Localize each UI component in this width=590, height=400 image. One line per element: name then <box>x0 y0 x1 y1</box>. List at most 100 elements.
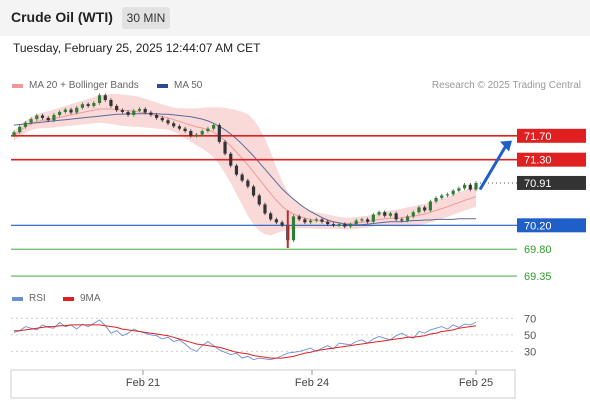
candle-body-6 <box>46 117 50 121</box>
instrument-title: Crude Oil (WTI) <box>11 9 113 25</box>
level-box-2 <box>517 175 586 190</box>
candle-body-16 <box>103 95 107 100</box>
header-bar: Crude Oil (WTI) 30 MIN <box>0 0 590 36</box>
candle-body-58 <box>343 224 347 227</box>
research-credit: Research © 2025 Trading Central <box>431 80 581 91</box>
candle-body-65 <box>383 212 387 216</box>
candle-body-35 <box>212 125 216 129</box>
candle-body-33 <box>200 131 204 135</box>
candle-body-21 <box>132 110 136 115</box>
candle-body-43 <box>257 195 261 205</box>
bollinger-band <box>14 94 476 236</box>
candle-body-24 <box>149 112 153 115</box>
candle-body-62 <box>366 219 370 222</box>
ma20-line <box>13 108 477 224</box>
x-tick-label-1: Feb 24 <box>295 377 329 389</box>
candle-body-20 <box>126 111 130 115</box>
candle-body-25 <box>154 114 159 118</box>
rsi-ma-swatch <box>63 296 74 301</box>
candle-body-40 <box>240 174 244 181</box>
candle-body-74 <box>434 197 438 202</box>
candle-body-72 <box>423 207 427 211</box>
rsi-tick-0: 30 <box>524 346 536 358</box>
candle-body-71 <box>417 207 421 213</box>
ma50-line <box>13 113 476 226</box>
level-label-4: 69.80 <box>524 244 552 256</box>
candle-body-44 <box>263 204 267 214</box>
candle-body-31 <box>189 131 193 136</box>
candle-body-61 <box>360 219 364 221</box>
candle-body-29 <box>177 126 182 129</box>
candle-body-11 <box>75 107 79 113</box>
legend-ma20-label: MA 20 + Bollinger Bands <box>29 80 139 91</box>
candle-body-53 <box>314 219 318 221</box>
candle-body-63 <box>371 214 375 222</box>
level-label-0: 71.70 <box>524 131 552 143</box>
x-axis-frame <box>10 369 516 399</box>
candle-body-67 <box>394 213 398 220</box>
candle-body-23 <box>143 108 147 113</box>
candle-body-80 <box>468 184 472 190</box>
candle-body-55 <box>326 221 330 225</box>
candle-body-54 <box>320 219 324 222</box>
candle-body-8 <box>58 111 62 115</box>
candle-body-77 <box>451 190 455 195</box>
x-tick-label-0: Feb 21 <box>126 377 160 389</box>
projection-arrow-head <box>500 140 512 152</box>
candle-body-51 <box>303 219 307 223</box>
candle-body-28 <box>172 123 176 127</box>
rsi-tick-1: 50 <box>524 330 536 342</box>
candle-body-70 <box>411 212 415 217</box>
candle-body-27 <box>166 120 170 124</box>
candle-body-60 <box>354 220 358 225</box>
candle-body-57 <box>337 224 341 226</box>
candle-body-66 <box>388 213 393 216</box>
legend-rsi: RSI <box>12 293 46 304</box>
candle-body-68 <box>400 219 404 221</box>
candle-body-26 <box>160 117 164 121</box>
ma20-swatch <box>12 83 23 88</box>
legend-ma20: MA 20 + Bollinger Bands <box>12 80 139 91</box>
candle-body-39 <box>234 165 239 175</box>
ma50-swatch <box>157 83 168 88</box>
rsi-swatch <box>12 296 23 301</box>
candle-body-1 <box>18 126 22 133</box>
candle-body-4 <box>35 115 39 120</box>
candle-body-3 <box>29 119 33 123</box>
candle-body-46 <box>274 219 278 223</box>
candle-body-49 <box>291 216 296 241</box>
legend-ma50-label: MA 50 <box>174 80 203 91</box>
level-label-5: 69.35 <box>524 271 552 283</box>
candle-body-30 <box>183 128 187 132</box>
candle-body-73 <box>428 201 432 211</box>
candle-body-38 <box>229 153 233 166</box>
level-label-3: 70.20 <box>524 220 552 232</box>
candle-body-2 <box>23 122 28 127</box>
candle-body-59 <box>348 224 353 227</box>
candle-body-41 <box>246 180 250 187</box>
candle-body-42 <box>251 186 256 196</box>
candle-body-79 <box>462 184 467 189</box>
candle-body-37 <box>223 141 227 154</box>
candle-body-56 <box>331 224 336 226</box>
level-box-0 <box>517 128 586 143</box>
candle-body-19 <box>120 110 124 112</box>
rsi-ma-line <box>14 324 477 359</box>
candle-body-12 <box>80 104 85 108</box>
legend-rsi-ma-label: 9MA <box>80 293 101 304</box>
candle-body-50 <box>297 216 301 220</box>
legend-rsi-ma: 9MA <box>63 293 101 304</box>
candle-body-36 <box>217 125 221 142</box>
candle-body-13 <box>86 104 90 106</box>
candle-body-76 <box>445 194 450 196</box>
projection-arrow-shaft <box>478 144 508 191</box>
level-label-2: 70.91 <box>524 178 552 190</box>
timeframe-button[interactable]: 30 MIN <box>122 7 170 29</box>
level-label-1: 71.30 <box>524 155 552 167</box>
candle-body-47 <box>280 222 284 226</box>
legend-ma50: MA 50 <box>157 80 202 91</box>
candle-body-9 <box>63 109 67 112</box>
candle-body-75 <box>440 195 444 198</box>
rsi-tick-2: 70 <box>524 313 536 325</box>
